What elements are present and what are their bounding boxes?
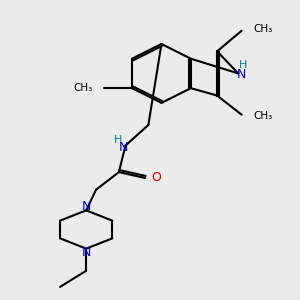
Text: N: N (82, 200, 91, 213)
Text: CH₃: CH₃ (74, 83, 93, 93)
Text: O: O (151, 171, 161, 184)
Text: CH₃: CH₃ (253, 24, 272, 34)
Text: CH₃: CH₃ (253, 111, 272, 121)
Text: N: N (82, 246, 91, 259)
Text: N: N (119, 141, 128, 154)
Text: N: N (236, 68, 246, 81)
Text: H: H (114, 135, 122, 145)
Text: H: H (239, 60, 248, 70)
